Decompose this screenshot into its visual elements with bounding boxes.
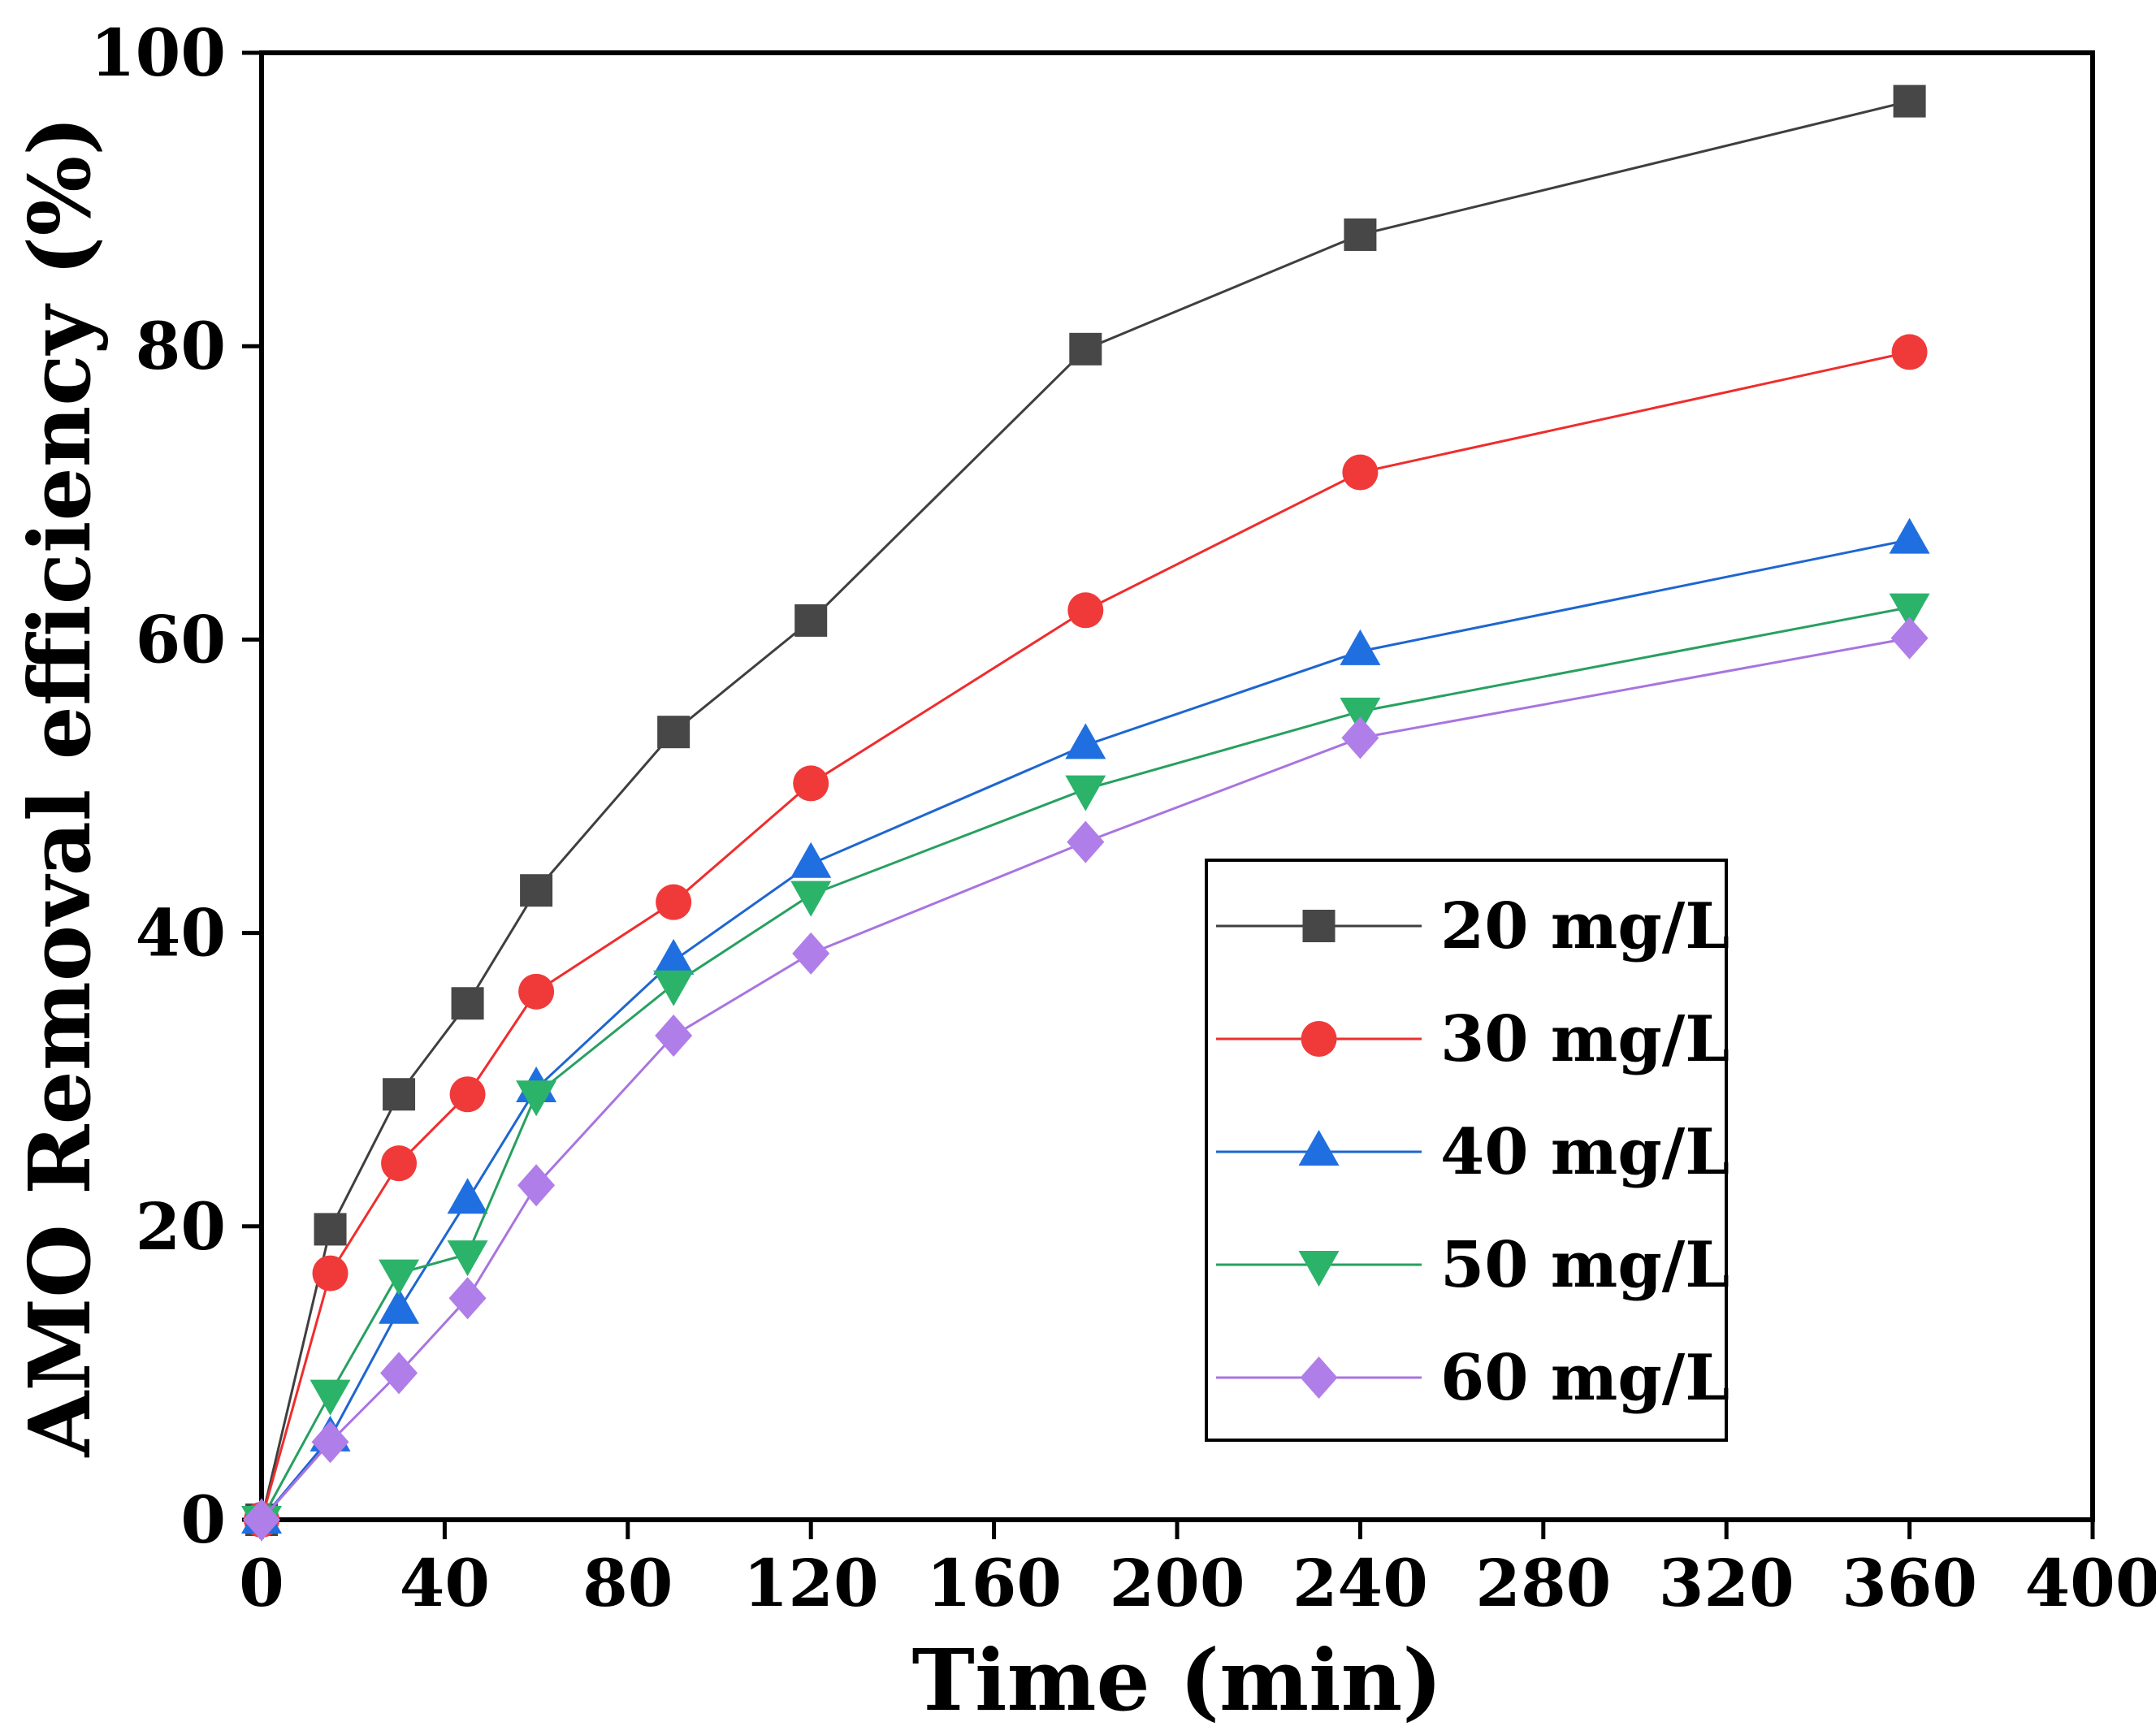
data-point	[790, 880, 832, 917]
plot-area-border	[259, 50, 2095, 1522]
data-point	[1069, 332, 1102, 366]
data-point	[383, 1078, 416, 1111]
series-20-mg-l	[245, 84, 1926, 1536]
x-tick-label: 320	[1659, 1545, 1795, 1621]
legend-label: 30 mg/L	[1440, 1002, 1730, 1076]
data-point	[793, 765, 829, 802]
x-tick-label: 240	[1292, 1545, 1428, 1621]
data-series	[241, 84, 1930, 1542]
data-point	[447, 1178, 488, 1214]
data-point	[381, 1145, 418, 1182]
x-tick-label: 160	[926, 1545, 1062, 1621]
data-point	[243, 1499, 280, 1541]
y-tick-label: 80	[136, 308, 226, 384]
data-point	[1891, 334, 1928, 370]
data-point	[1067, 592, 1104, 629]
y-tick-label: 0	[180, 1482, 226, 1558]
legend-box	[1205, 859, 1728, 1442]
y-axis-ticks: 0 20 40 60 80 100	[90, 15, 262, 1558]
data-point	[449, 1076, 486, 1113]
data-point	[520, 874, 553, 907]
legend-marker	[1298, 1251, 1340, 1287]
series-50-mg-l	[241, 593, 1930, 1542]
legend-item: 50 mg/L	[1216, 1228, 1730, 1302]
data-point	[311, 1421, 349, 1464]
x-tick-label: 40	[400, 1545, 490, 1621]
data-point	[656, 884, 692, 920]
x-axis-title: Time (min)	[912, 1630, 1443, 1730]
x-axis-ticks: 0 40 80 120 160 200 240 280 320 360 400	[239, 1520, 2156, 1621]
series-60-mg-l	[243, 617, 1929, 1541]
data-point	[448, 1277, 487, 1320]
data-point	[451, 987, 484, 1020]
series-line	[260, 539, 1910, 1521]
y-tick-label: 40	[136, 895, 226, 971]
data-point	[516, 1080, 557, 1117]
x-tick-label: 80	[582, 1545, 673, 1621]
data-point	[1341, 716, 1379, 759]
data-point	[1340, 629, 1381, 665]
series-line	[260, 606, 1910, 1521]
x-tick-label: 120	[743, 1545, 879, 1621]
legend-marker	[1301, 1021, 1337, 1057]
data-point	[657, 716, 691, 749]
legend: 20 mg/L 30 mg/L 40 mg/L 50 mg/L 60 mg/L	[1205, 859, 1730, 1442]
y-tick-label: 20	[136, 1188, 226, 1265]
data-point	[653, 970, 695, 1006]
data-point	[1065, 775, 1106, 811]
legend-label: 40 mg/L	[1440, 1115, 1730, 1189]
data-point	[1340, 697, 1381, 733]
data-point	[655, 1015, 693, 1058]
legend-item: 20 mg/L	[1216, 889, 1730, 963]
series-line	[260, 350, 1910, 1521]
data-point	[1889, 517, 1930, 554]
legend-marker	[1298, 1130, 1340, 1166]
data-point	[379, 1287, 420, 1324]
data-point	[1342, 454, 1379, 491]
data-point	[1065, 723, 1106, 759]
data-point	[314, 1213, 347, 1246]
data-point	[794, 604, 828, 637]
y-axis-title: AMO Removal efficiency (%)	[10, 116, 110, 1458]
data-point	[1893, 84, 1926, 118]
x-tick-label: 200	[1110, 1545, 1245, 1621]
data-point	[790, 842, 832, 878]
data-point	[792, 932, 830, 975]
data-point	[517, 1164, 556, 1207]
legend-item: 60 mg/L	[1216, 1341, 1730, 1415]
data-point	[379, 1259, 420, 1296]
legend-label: 20 mg/L	[1440, 889, 1730, 963]
plot-frame	[259, 50, 2095, 1522]
data-point	[447, 1240, 488, 1277]
data-point	[653, 938, 695, 975]
x-tick-label: 360	[1842, 1545, 1977, 1621]
data-point	[312, 1255, 349, 1292]
x-tick-label: 400	[2025, 1545, 2156, 1621]
x-tick-label: 280	[1475, 1545, 1611, 1621]
data-point	[1889, 593, 1930, 630]
legend-label: 50 mg/L	[1440, 1228, 1730, 1302]
series-line	[260, 637, 1910, 1521]
data-point	[1890, 617, 1929, 660]
legend-item: 30 mg/L	[1216, 1002, 1730, 1076]
data-point	[1344, 218, 1377, 251]
y-tick-label: 60	[136, 601, 226, 677]
data-point	[1067, 820, 1105, 863]
data-point	[380, 1352, 418, 1395]
legend-label: 60 mg/L	[1440, 1341, 1730, 1415]
legend-marker	[1300, 1356, 1338, 1399]
y-tick-label: 100	[90, 15, 226, 91]
series-line	[260, 100, 1910, 1521]
legend-item: 40 mg/L	[1216, 1115, 1730, 1189]
data-point	[518, 973, 555, 1010]
x-tick-label: 0	[239, 1545, 284, 1621]
data-point	[310, 1379, 351, 1416]
legend-marker	[1302, 910, 1336, 942]
